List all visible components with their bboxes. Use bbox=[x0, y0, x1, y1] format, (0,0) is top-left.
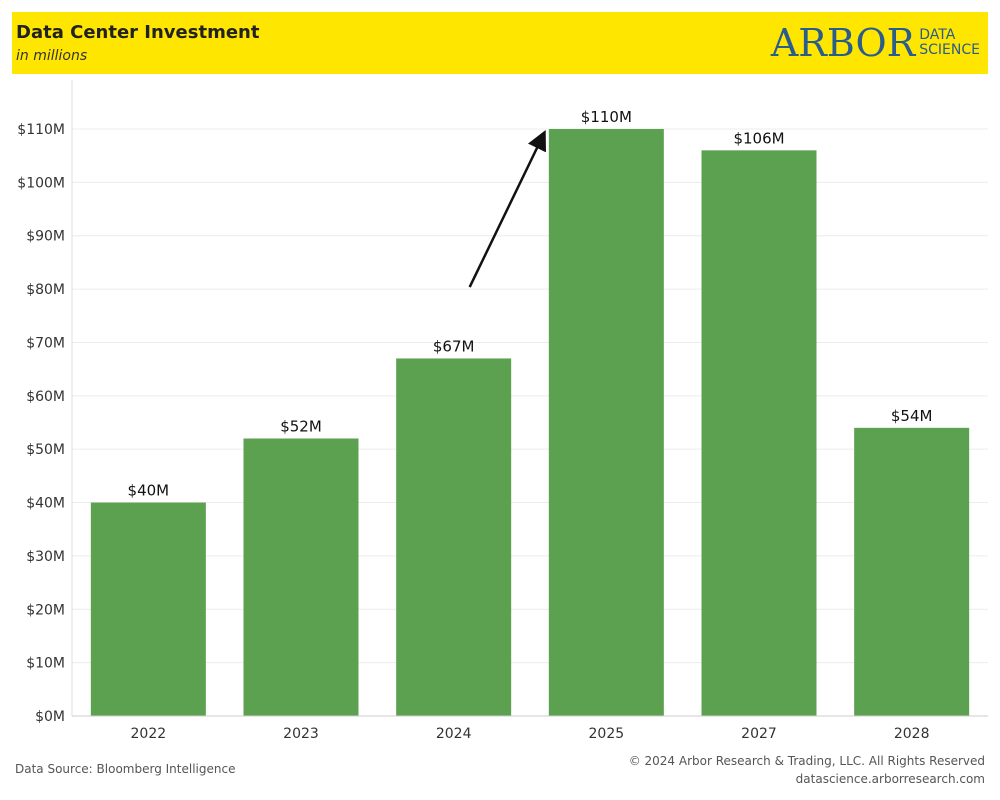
x-tick-label: 2024 bbox=[436, 726, 472, 742]
logo-sub-science: SCIENCE bbox=[919, 42, 980, 58]
footer-credits: © 2024 Arbor Research & Trading, LLC. Al… bbox=[629, 752, 985, 788]
y-tick-label: $20M bbox=[26, 602, 65, 618]
data-label: $40M bbox=[128, 482, 170, 500]
trend-arrow bbox=[468, 129, 546, 288]
data-label: $106M bbox=[733, 129, 784, 147]
bar bbox=[396, 358, 512, 716]
logo-subtext: DATA SCIENCE bbox=[919, 28, 980, 58]
x-tick-label: 2028 bbox=[894, 726, 930, 742]
y-tick-label: $30M bbox=[26, 549, 65, 565]
y-tick-label: $90M bbox=[26, 229, 65, 245]
y-tick-label: $70M bbox=[26, 335, 65, 351]
data-label: $67M bbox=[433, 337, 475, 355]
y-tick-label: $50M bbox=[26, 442, 65, 458]
copyright-text: © 2024 Arbor Research & Trading, LLC. Al… bbox=[628, 754, 985, 768]
chart-subtitle: in millions bbox=[16, 48, 88, 64]
data-label: $54M bbox=[891, 407, 933, 425]
bar-chart: $0M $10M $20M $30M $40M $50M $60M $70M $80M $90M $… bbox=[17, 80, 988, 742]
y-tick-label: $100M bbox=[17, 175, 65, 191]
y-tick-label: $40M bbox=[26, 496, 65, 512]
y-tick-label: $0M bbox=[35, 709, 65, 725]
chart-title: Data Center Investment bbox=[16, 22, 260, 43]
bar bbox=[854, 427, 970, 716]
bar bbox=[243, 438, 359, 716]
y-tick-label: $110M bbox=[17, 122, 65, 138]
bar bbox=[701, 150, 817, 716]
y-tick-label: $10M bbox=[26, 656, 65, 672]
arbor-logo: ARBOR DATA SCIENCE bbox=[771, 20, 980, 66]
bar bbox=[548, 129, 664, 716]
logo-sub-data: DATA bbox=[919, 27, 956, 43]
x-tick-label: 2025 bbox=[589, 726, 625, 742]
data-label: $52M bbox=[280, 418, 322, 436]
y-tick-label: $80M bbox=[26, 282, 65, 298]
title-banner: Data Center Investment in millions ARBOR… bbox=[12, 12, 988, 74]
x-tick-label: 2022 bbox=[131, 726, 167, 742]
bar bbox=[90, 502, 206, 716]
website-link[interactable]: datascience.arborresearch.com bbox=[795, 772, 985, 786]
x-tick-label: 2023 bbox=[283, 726, 319, 742]
y-tick-label: $60M bbox=[26, 389, 65, 405]
x-tick-label: 2027 bbox=[741, 726, 777, 742]
data-source-note: Data Source: Bloomberg Intelligence bbox=[15, 762, 236, 776]
data-label: $110M bbox=[581, 108, 632, 126]
logo-word: ARBOR bbox=[770, 21, 916, 65]
